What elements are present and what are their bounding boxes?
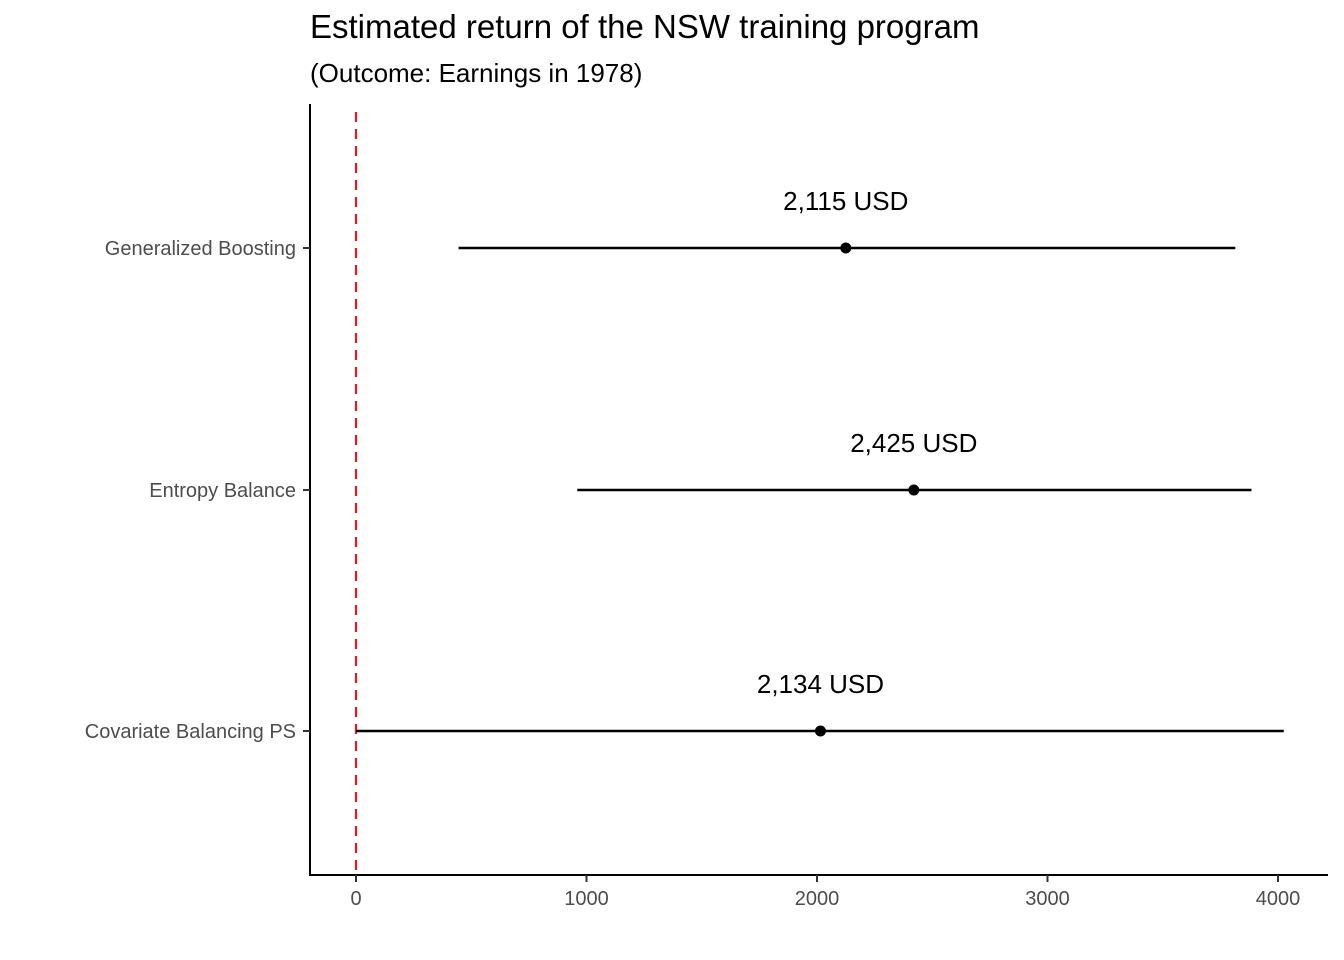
x-tick-label: 3000 xyxy=(1025,888,1070,910)
point-estimate xyxy=(814,725,826,737)
point-estimate xyxy=(908,484,920,496)
y-tick-label: Covariate Balancing PS xyxy=(85,721,296,743)
y-axis-ticks: Generalized Boosting Entropy Balance Covar… xyxy=(85,238,310,743)
y-tick-label: Generalized Boosting xyxy=(105,238,296,260)
x-tick-label: 2000 xyxy=(795,888,840,910)
x-axis-ticks: 0 1000 2000 3000 4000 xyxy=(350,875,1300,910)
y-tick-label: Entropy Balance xyxy=(149,480,296,502)
x-tick-label: 1000 xyxy=(564,888,609,910)
point-estimate xyxy=(840,242,852,254)
chart-title: Estimated return of the NSW training pro… xyxy=(310,8,980,45)
estimate-label: 2,134 USD xyxy=(757,669,884,699)
estimate-marks: 2,115 USD 2,425 USD 2,134 USD xyxy=(356,186,1284,737)
x-tick-label: 4000 xyxy=(1256,888,1301,910)
estimate-label: 2,115 USD xyxy=(783,186,908,216)
estimate-label: 2,425 USD xyxy=(850,428,977,458)
x-tick-label: 0 xyxy=(350,888,361,910)
chart-subtitle: (Outcome: Earnings in 1978) xyxy=(310,58,643,88)
